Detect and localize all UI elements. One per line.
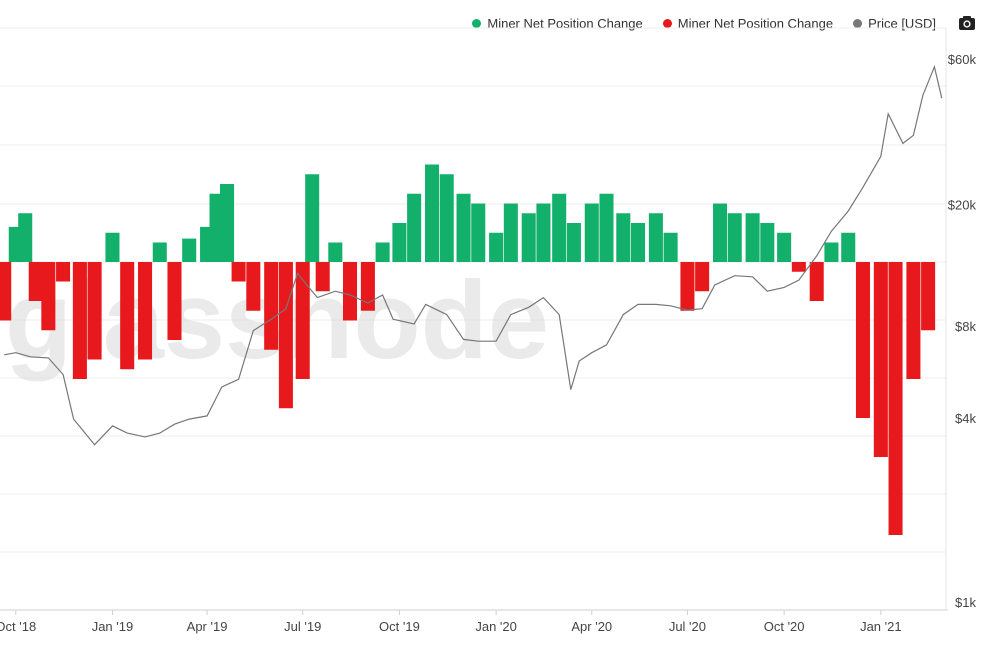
bar-2020-01-01 [489,232,504,262]
x-tick-label-2: Apr '19 [187,619,228,634]
price-line [4,64,943,446]
bar-2019-10-01 [392,223,407,262]
bar-2021-02-15 [921,262,936,331]
y-tick-label-2: $8k [955,319,976,334]
bar-2019-01-15 [120,262,135,370]
bar-2020-01-15 [503,203,518,262]
bar-2020-05-15 [631,223,646,262]
legend-dot-green [472,18,482,28]
bar-2020-11-15 [824,242,839,262]
x-tick-label-8: Oct '20 [764,619,805,634]
bar-2021-01-01 [873,262,888,457]
legend-dot-gray [853,18,863,28]
bar-2019-03-15 [182,238,197,262]
bar-2019-06-01 [264,262,279,350]
x-tick-label-3: Jul '19 [284,619,321,634]
bar-2020-07-15 [695,262,710,292]
bar-2019-08-01 [328,242,343,262]
legend-item-positive[interactable]: Miner Net Position Change [472,15,643,31]
bar-2019-03-01 [167,262,182,340]
bar-2018-12-01 [72,262,87,379]
bar-2020-06-15 [663,232,678,262]
bar-2019-02-15 [152,242,167,262]
bar-2019-02-01 [138,262,153,360]
bar-2018-11-15 [56,262,71,282]
bar-2019-07-10 [305,174,320,262]
bar-2021-01-15 [888,262,903,535]
bar-2020-02-15 [536,203,551,262]
bar-2019-11-01 [424,164,440,262]
y-tick-label-3: $20k [948,198,977,213]
bar-2020-03-01 [552,193,567,262]
y-tick-label-1: $4k [955,411,976,426]
legend-label-price: Price [USD] [868,15,936,31]
bar-2019-05-01 [231,262,246,282]
legend-label-positive: Miner Net Position Change [487,15,643,31]
chart-legend: Miner Net Position Change Miner Net Posi… [452,14,976,32]
x-tick-label-9: Jan '21 [860,619,902,634]
bar-2020-08-15 [727,213,742,262]
bar-2021-02-01 [906,262,921,379]
bar-2019-07-01 [295,262,310,379]
legend-dot-red [662,18,672,28]
bar-2020-12-01 [841,232,856,262]
bar-2020-07-01 [680,262,695,311]
bar-2018-10-20 [28,262,43,301]
bar-2020-12-15 [855,262,870,418]
x-tick-label-0: Oct '18 [0,619,36,634]
y-tick-label-4: $60k [948,52,977,67]
x-tick-label-7: Jul '20 [669,619,706,634]
x-tick-label-5: Jan '20 [475,619,517,634]
bar-2020-03-15 [566,223,581,262]
x-tick-label-4: Oct '19 [379,619,420,634]
bar-2018-12-15 [87,262,102,360]
bar-2019-12-15 [471,203,486,262]
bar-2019-01-01 [105,232,120,262]
bar-2019-06-15 [278,262,293,409]
bar-2019-09-01 [360,262,375,311]
bar-2019-12-01 [456,193,471,262]
legend-label-negative: Miner Net Position Change [677,15,834,31]
bar-2020-10-15 [791,262,806,272]
bar-2020-08-01 [712,203,728,262]
bar-2018-09-20 [0,262,12,321]
x-tick-label-1: Jan '19 [92,619,134,634]
bar-2020-09-15 [760,223,775,262]
bar-2020-02-01 [521,213,536,262]
bar-2019-05-15 [246,262,261,311]
camera-icon[interactable] [958,14,976,32]
bar-2018-11-01 [41,262,56,331]
bar-2019-08-15 [343,262,358,321]
bar-2020-11-01 [809,262,824,301]
bar-2020-06-01 [648,213,663,262]
bar-2020-10-01 [777,232,792,262]
bar-2020-04-15 [599,193,614,262]
x-tick-label-6: Apr '20 [571,619,612,634]
legend-item-negative[interactable]: Miner Net Position Change [662,15,834,31]
bar-2018-10-10 [18,213,33,262]
bar-2019-07-20 [315,262,330,292]
bar-2020-05-01 [616,213,631,262]
bar-2019-04-20 [220,184,235,262]
bar-2020-04-01 [584,203,599,262]
y-tick-label-0: $1k [955,595,976,610]
bar-2019-10-15 [407,193,422,262]
bar-2020-09-01 [745,213,760,262]
legend-item-price[interactable]: Price [USD] [853,16,936,31]
bar-2019-11-15 [439,174,454,262]
bar-2019-09-15 [375,242,390,262]
